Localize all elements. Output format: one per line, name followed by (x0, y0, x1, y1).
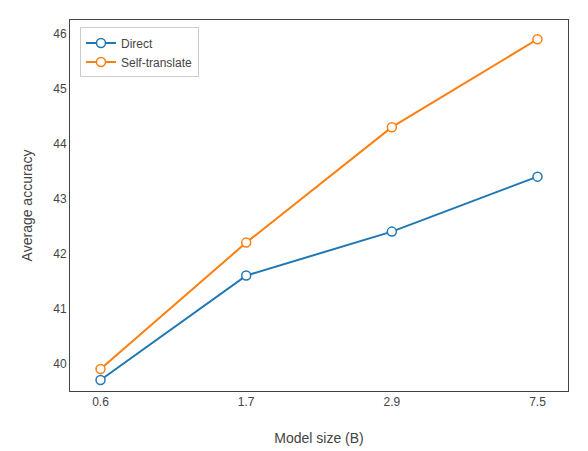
svg-text:Self-translate: Self-translate (121, 56, 192, 70)
svg-text:45: 45 (53, 82, 67, 96)
svg-text:40: 40 (53, 357, 67, 371)
svg-text:44: 44 (53, 137, 67, 151)
svg-text:Direct: Direct (121, 37, 153, 51)
svg-text:41: 41 (53, 302, 67, 316)
svg-text:46: 46 (53, 27, 67, 41)
svg-text:0.6: 0.6 (92, 395, 109, 409)
svg-text:Model size (B): Model size (B) (274, 430, 363, 446)
svg-text:1.7: 1.7 (238, 395, 255, 409)
svg-text:43: 43 (53, 192, 67, 206)
svg-text:2.9: 2.9 (383, 395, 400, 409)
svg-text:7.5: 7.5 (529, 395, 546, 409)
svg-text:42: 42 (53, 247, 67, 261)
svg-text:Average accuracy: Average accuracy (19, 150, 35, 262)
